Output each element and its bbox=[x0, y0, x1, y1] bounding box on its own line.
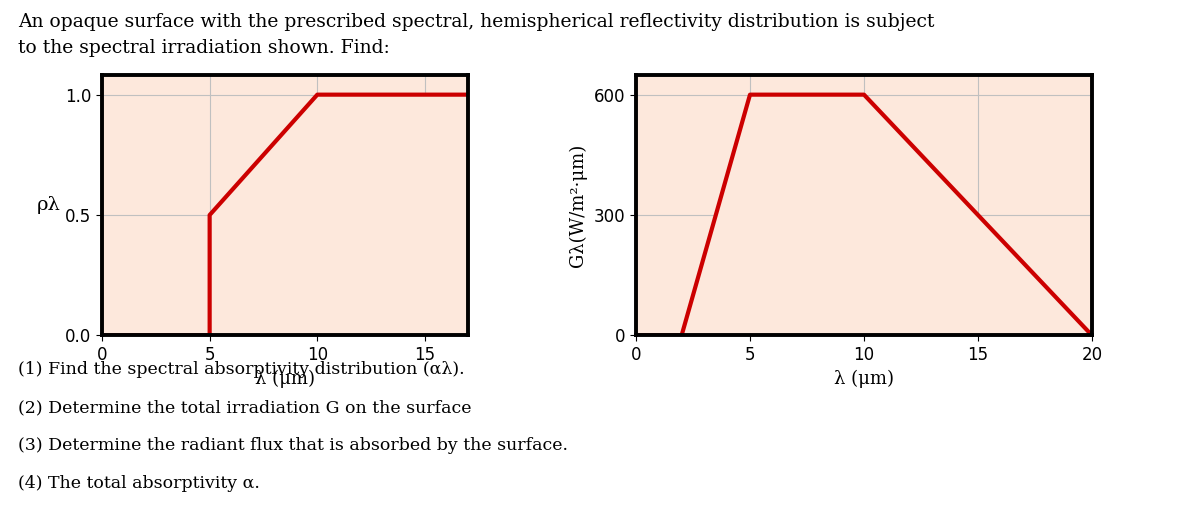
Y-axis label: ρλ: ρλ bbox=[37, 197, 60, 214]
Text: An opaque surface with the prescribed spectral, hemispherical reflectivity distr: An opaque surface with the prescribed sp… bbox=[18, 13, 935, 31]
X-axis label: λ (μm): λ (μm) bbox=[256, 369, 314, 387]
Text: (4) The total absorptivity α.: (4) The total absorptivity α. bbox=[18, 475, 260, 492]
Text: to the spectral irradiation shown. Find:: to the spectral irradiation shown. Find: bbox=[18, 39, 390, 57]
Text: (3) Determine the radiant flux that is absorbed by the surface.: (3) Determine the radiant flux that is a… bbox=[18, 437, 568, 454]
Text: (2) Determine the total irradiation G on the surface: (2) Determine the total irradiation G on… bbox=[18, 399, 472, 417]
X-axis label: λ (μm): λ (μm) bbox=[834, 369, 894, 387]
Text: (1) Find the spectral absorptivity distribution (αλ).: (1) Find the spectral absorptivity distr… bbox=[18, 361, 464, 379]
Y-axis label: Gλ(W/m²·μm): Gλ(W/m²·μm) bbox=[569, 144, 587, 267]
